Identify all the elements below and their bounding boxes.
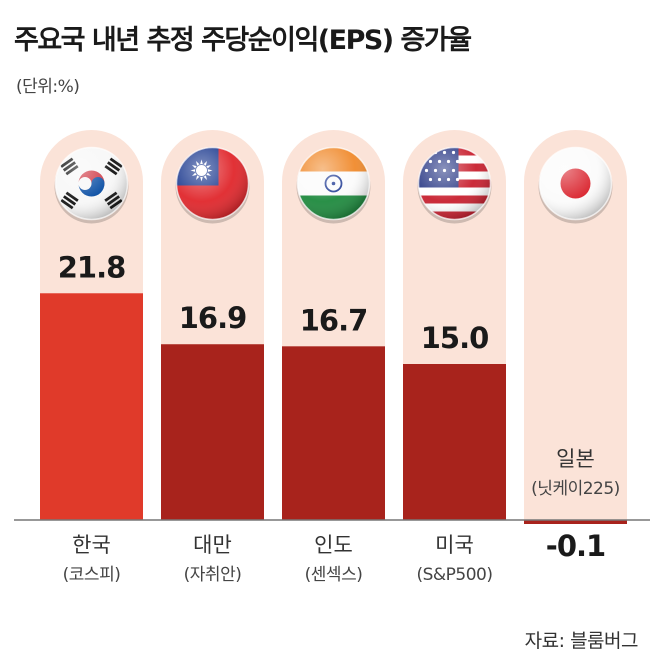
value-label-usa: 15.0 <box>421 321 489 355</box>
bar-japan <box>524 520 627 524</box>
flag-rim <box>296 146 371 221</box>
flag-gloss <box>539 147 612 220</box>
index-label: (자취안) <box>184 565 242 585</box>
value-label-india: 16.7 <box>300 303 368 337</box>
flag-gloss <box>55 147 128 220</box>
category-label: 한국 <box>72 533 111 557</box>
flag-rim <box>54 146 129 221</box>
bar-usa <box>403 364 506 520</box>
bar-taiwan <box>161 344 264 520</box>
flag-rim <box>417 146 492 221</box>
value-label-korea: 21.8 <box>58 250 126 284</box>
source-note: 자료: 블룸버그 <box>524 630 639 652</box>
flag-gloss <box>418 147 491 220</box>
index-label: (닛케이225) <box>531 479 620 499</box>
flag-gloss <box>297 147 370 220</box>
category-label: 미국 <box>435 533 474 557</box>
unit-label: (단위:%) <box>16 77 80 97</box>
flag-gloss <box>176 147 249 220</box>
index-label: (S&P500) <box>416 565 492 585</box>
index-label: (센섹스) <box>305 565 363 585</box>
index-label: (코스피) <box>63 565 121 585</box>
category-label: 인도 <box>314 533 353 557</box>
bar-korea <box>40 293 143 520</box>
flag-rim <box>175 146 250 221</box>
value-label-taiwan: 16.9 <box>179 301 247 335</box>
category-label: 일본 <box>556 447 595 471</box>
bar-background-pill <box>524 130 627 520</box>
value-label-japan: -0.1 <box>546 529 605 563</box>
flag-rim <box>538 146 613 221</box>
bar-india <box>282 346 385 520</box>
chart-title: 주요국 내년 추정 주당순이익(EPS) 증가율 <box>14 25 472 56</box>
category-label: 대만 <box>193 533 232 557</box>
